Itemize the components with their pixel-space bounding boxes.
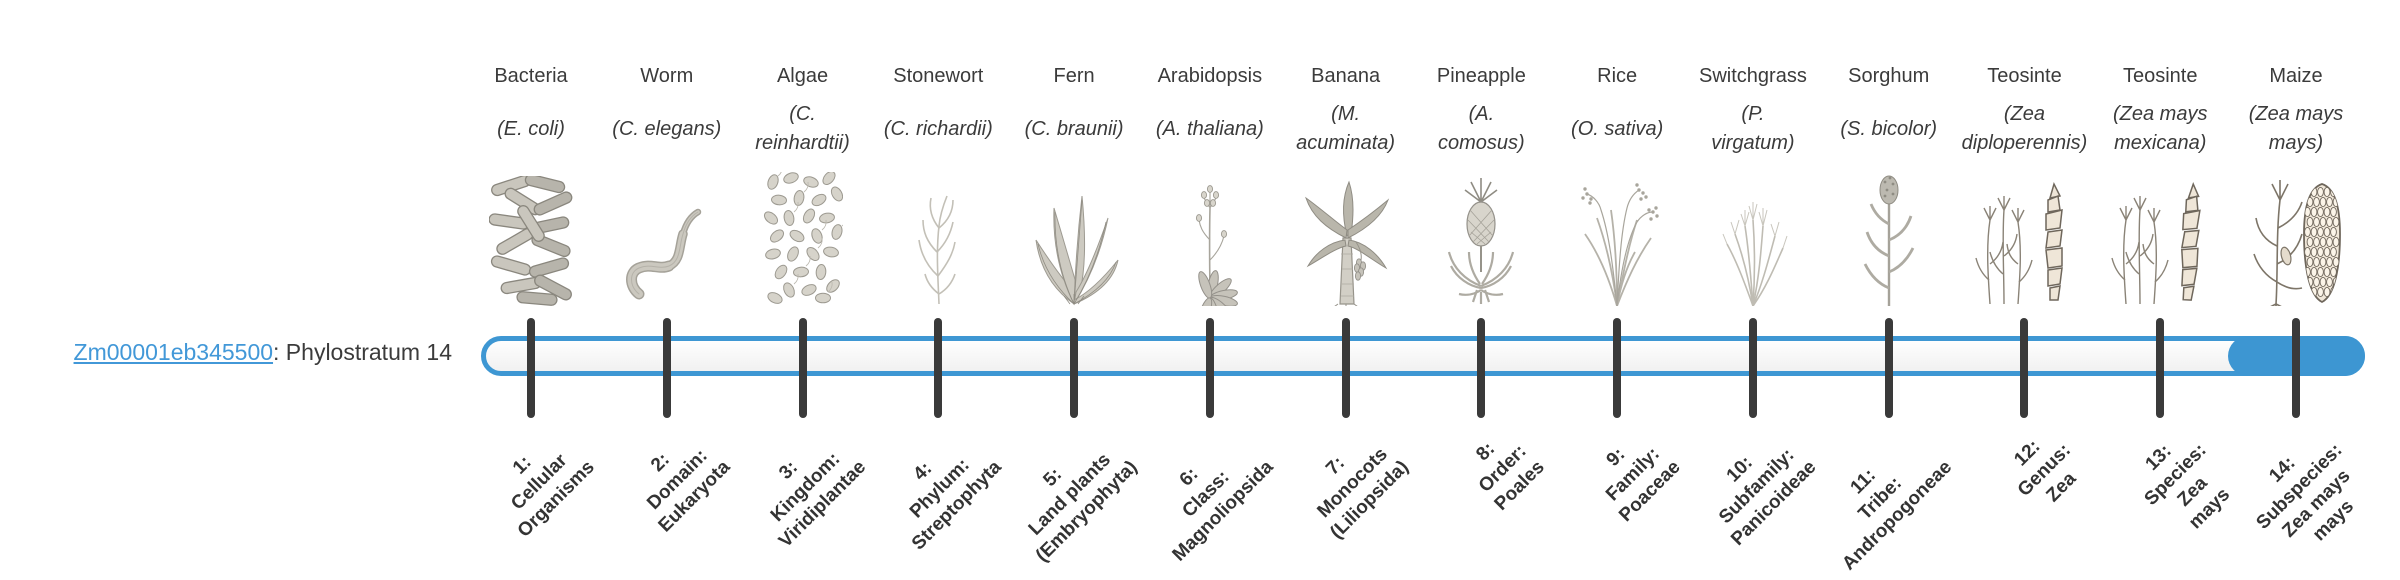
phylostratum-tick-12 — [2020, 318, 2029, 418]
organism-species: (C. elegans) — [612, 117, 722, 140]
organism-name: Worm — [640, 65, 694, 87]
organism-name: Algae — [776, 65, 829, 87]
phylostratum-tick-6 — [1205, 318, 1214, 418]
organism-label: Stonewort (C. richardii) — [828, 64, 1048, 160]
stratum-axis-label: 9: Family: Poaceae — [1602, 443, 1685, 527]
stratum-axis-label: 10: Subfamily: Panicoideae — [1715, 444, 1821, 550]
organism-label: Worm (C. elegans) — [557, 64, 777, 160]
organism-label: Pineapple (A. comosus) — [1371, 64, 1591, 160]
organism-label: Sorghum (S. bicolor) — [1779, 64, 1999, 160]
organism-name: Fern — [1053, 65, 1095, 87]
stratum-axis-label: 12: Genus: Zea — [2010, 436, 2081, 507]
phylostratum-tick-8 — [1477, 318, 1486, 418]
bacteria-icon — [489, 176, 573, 306]
organism-species: (C. richardii) — [883, 117, 993, 140]
organism-label: Teosinte (Zea diploperennis) — [1914, 64, 2134, 160]
organism-species: (M. acuminata) — [1296, 103, 1396, 154]
organism-species: (A. comosus) — [1438, 103, 1525, 154]
organism-species: (Zea mays mexicana) — [2113, 103, 2208, 154]
gene-id-link[interactable]: Zm00001eb345500 — [73, 339, 274, 365]
stratum-axis-label: 6: Class: Magnoliopsida — [1168, 456, 1278, 566]
fern-icon — [1026, 178, 1122, 306]
phylostratum-tick-10 — [1748, 318, 1757, 418]
stratum-axis-label: 13: Species: Zea mays — [2140, 439, 2235, 534]
arabidopsis-icon — [1174, 176, 1246, 306]
organism-name: Pineapple — [1436, 65, 1526, 87]
stratum-axis-label: 4: Phylum: Streptophyta — [906, 454, 1006, 555]
organism-name: Switchgrass — [1699, 65, 1807, 87]
organism-name: Bacteria — [494, 65, 568, 87]
organism-label: Fern (C. braunii) — [964, 64, 1184, 160]
phylostratum-tick-2 — [662, 318, 671, 418]
phylostratum-tick-7 — [1341, 318, 1350, 418]
phylostratum-bar-track — [481, 336, 2365, 376]
stratum-axis-label: 8: Order: Poales — [1472, 438, 1549, 515]
teosinte-mexicana-icon — [2110, 176, 2210, 306]
organism-species: (P. virgatum) — [1711, 103, 1795, 154]
rice-icon — [1571, 174, 1663, 306]
stratum-axis-label: 3: Kingdom: Viridiplantae — [766, 448, 871, 552]
organism-name: Rice — [1597, 65, 1638, 87]
organism-label: Arabidopsis (A. thaliana) — [1100, 64, 1320, 160]
organism-name: Arabidopsis — [1157, 65, 1263, 87]
organism-label: Rice (O. sativa) — [1507, 64, 1727, 160]
pineapple-icon — [1445, 172, 1517, 306]
organism-species: (C. braunii) — [1024, 117, 1124, 140]
gene-label: Zm00001eb345500: Phylostratum 14 — [28, 339, 452, 366]
gene-label-suffix: : Phylostratum 14 — [273, 339, 452, 365]
teosinte-diploperennis-icon — [1974, 176, 2074, 306]
banana-icon — [1298, 174, 1394, 306]
phylostratum-tick-1 — [527, 318, 535, 418]
organism-species: (S. bicolor) — [1840, 117, 1938, 140]
organism-label: Teosinte (Zea mays mexicana) — [2050, 64, 2270, 160]
maize-icon — [2246, 170, 2346, 306]
stratum-axis-label: 2: Domain: Eukaryota — [643, 445, 735, 537]
organism-label: Algae (C. reinhardtii) — [693, 64, 913, 160]
organism-label: Bacteria (E. coli) — [421, 64, 641, 160]
organism-species: (O. sativa) — [1571, 117, 1664, 140]
organism-species: (E. coli) — [497, 117, 565, 140]
phylostratum-tick-9 — [1613, 318, 1622, 418]
organism-species: (Zea diploperennis) — [1961, 103, 2088, 154]
stratum-axis-label: 5: Land plants (Embryophyta) — [1024, 449, 1142, 567]
stonewort-icon — [903, 182, 973, 306]
stratum-axis-label: 7: Monocots (Liliopsida) — [1313, 443, 1414, 544]
phylostratum-tick-3 — [798, 318, 807, 418]
phylostratum-tick-4 — [934, 318, 943, 418]
organism-label: Switchgrass (P. virgatum) — [1643, 64, 1863, 160]
algae-icon — [763, 172, 843, 306]
phylostratum-tick-14 — [2292, 318, 2300, 418]
organism-label: Maize (Zea mays mays) — [2186, 64, 2400, 160]
organism-name: Banana — [1311, 65, 1381, 87]
organism-species: (A. thaliana) — [1155, 117, 1264, 140]
worm-icon — [625, 206, 709, 306]
stratum-axis-label: 11: Tribe: Andropogoneae — [1838, 456, 1957, 575]
organism-species: (Zea mays mays) — [2248, 103, 2344, 154]
phylostratum-tick-13 — [2156, 318, 2165, 418]
organism-label: Banana (M. acuminata) — [1236, 64, 1456, 160]
phylostratum-tick-5 — [1070, 318, 1079, 418]
organism-name: Teosinte — [1987, 65, 2062, 87]
phylostratum-tick-11 — [1884, 318, 1893, 418]
sorghum-icon — [1857, 170, 1921, 306]
switchgrass-icon — [1711, 174, 1795, 306]
organism-name: Stonewort — [893, 65, 984, 87]
stratum-axis-label: 1: Cellular Organisms — [506, 450, 599, 542]
organism-species: (C. reinhardtii) — [755, 103, 850, 154]
stratum-axis-label: 14: Subspecies: Zea mays mays — [2252, 439, 2359, 546]
organism-name: Maize — [2269, 65, 2323, 87]
organism-name: Sorghum — [1848, 65, 1930, 87]
organism-name: Teosinte — [2122, 65, 2198, 87]
